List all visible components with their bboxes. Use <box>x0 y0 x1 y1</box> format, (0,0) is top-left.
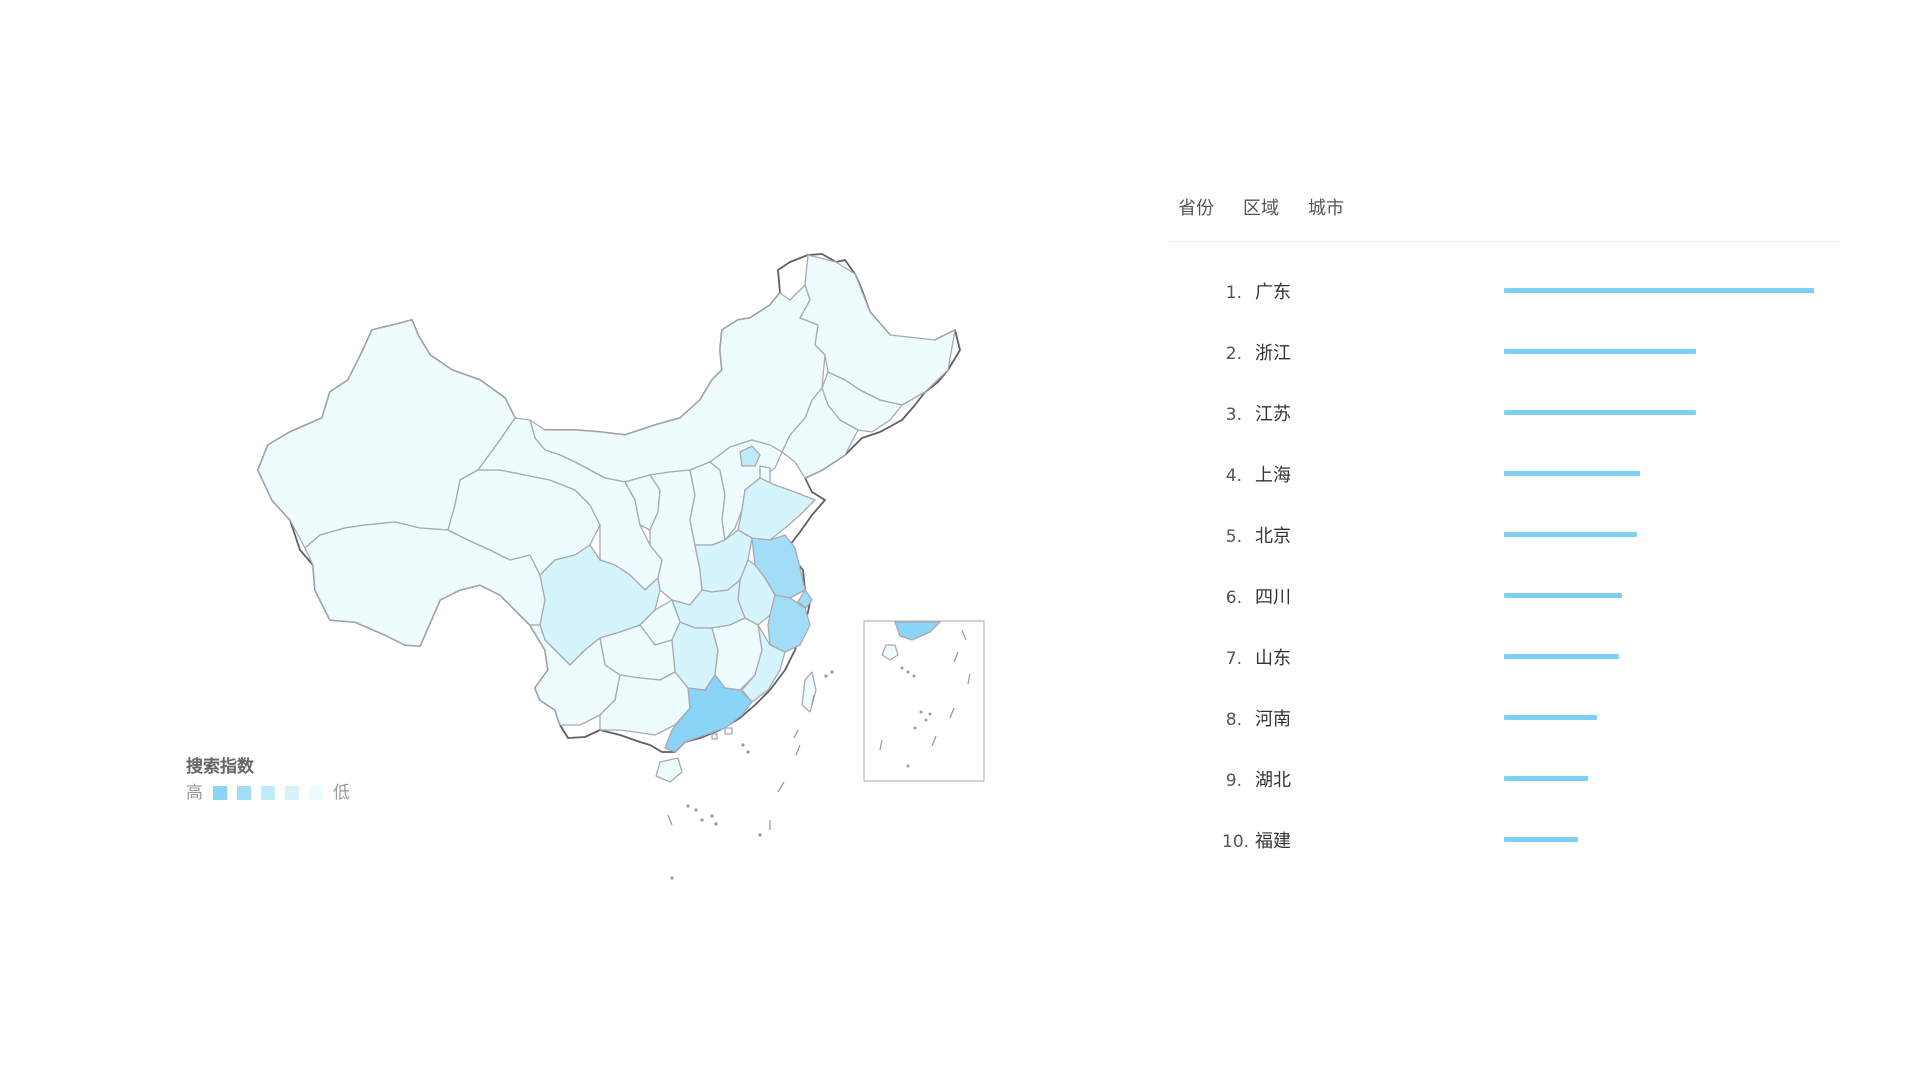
ranking-bar <box>1504 471 1641 476</box>
ranking-row: 9. 湖北 <box>1222 764 1822 825</box>
ranking-bar <box>1504 715 1597 720</box>
province-ranking-list: 1. 广东 2. 浙江 3. 江苏 4. 上海 5. 北京 6. 四川 7. 山东 8. 河南 9. 湖北 10. 福… <box>1222 276 1822 886</box>
region-xianggang[interactable] <box>724 727 733 735</box>
ranking-bar-track <box>1504 532 1814 537</box>
ranking-row: 4. 上海 <box>1222 459 1822 520</box>
region-taiwan[interactable] <box>801 671 817 713</box>
ranking-province-name: 浙江 <box>1255 343 1291 364</box>
ranking-province-name: 福建 <box>1255 831 1291 852</box>
ranking-number: 5. <box>1225 527 1242 547</box>
legend-swatch-3 <box>261 786 275 800</box>
ranking-bar <box>1504 288 1814 293</box>
legend-low-label: 低 <box>333 783 350 803</box>
south-sea-islands <box>667 670 834 880</box>
legend-title: 搜索指数 <box>186 757 254 777</box>
region-aomen[interactable] <box>711 733 718 740</box>
tab-city[interactable]: 城市 <box>1308 198 1344 219</box>
region-tabs: 省份 区域 城市 <box>1178 196 1373 222</box>
province-regions <box>257 254 956 783</box>
ranking-bar <box>1504 410 1697 415</box>
region-hainan[interactable] <box>655 757 683 783</box>
ranking-province-name: 山东 <box>1255 648 1291 669</box>
ranking-row: 2. 浙江 <box>1222 337 1822 398</box>
map-legend: 搜索指数 高 低 <box>186 756 350 804</box>
region-guangxi[interactable] <box>599 671 691 736</box>
ranking-bar <box>1504 349 1697 354</box>
tab-province[interactable]: 省份 <box>1178 198 1214 219</box>
ranking-province-name: 北京 <box>1255 526 1291 547</box>
ranking-row: 6. 四川 <box>1222 581 1822 642</box>
ranking-bar-track <box>1504 715 1814 720</box>
tab-region[interactable]: 区域 <box>1243 198 1279 219</box>
region-shanghai[interactable] <box>797 589 813 609</box>
ranking-bar-track <box>1504 288 1814 293</box>
ranking-province-name: 上海 <box>1255 465 1291 486</box>
china-province-map <box>257 253 985 880</box>
ranking-number: 10. <box>1222 832 1250 852</box>
ranking-row: 5. 北京 <box>1222 520 1822 581</box>
legend-swatch-2 <box>237 786 251 800</box>
ranking-bar-track <box>1504 776 1814 781</box>
ranking-bar-track <box>1504 471 1814 476</box>
legend-swatch-5 <box>309 786 323 800</box>
ranking-row: 10. 福建 <box>1222 825 1822 886</box>
ranking-number: 9. <box>1225 771 1242 791</box>
ranking-province-name: 江苏 <box>1255 404 1291 425</box>
ranking-province-name: 四川 <box>1255 587 1291 608</box>
ranking-number: 8. <box>1225 710 1242 730</box>
region-fujian[interactable] <box>741 624 786 703</box>
ranking-province-name: 湖北 <box>1255 770 1291 791</box>
ranking-bar <box>1504 532 1638 537</box>
ranking-row: 3. 江苏 <box>1222 398 1822 459</box>
ranking-row: 1. 广东 <box>1222 276 1822 337</box>
ranking-bar-track <box>1504 837 1814 842</box>
ranking-bar-track <box>1504 654 1814 659</box>
ranking-bar <box>1504 776 1588 781</box>
region-heilongjiang[interactable] <box>799 254 956 406</box>
ranking-row: 7. 山东 <box>1222 642 1822 703</box>
region-beijing[interactable] <box>739 445 761 467</box>
region-zhejiang[interactable] <box>767 594 811 653</box>
ranking-bar <box>1504 837 1579 842</box>
ranking-bar <box>1504 654 1619 659</box>
legend-high-label: 高 <box>186 783 203 803</box>
ranking-bar <box>1504 593 1622 598</box>
south-china-sea-inset <box>863 620 985 782</box>
legend-scale: 高 低 <box>186 782 350 804</box>
legend-swatch-1 <box>213 786 227 800</box>
ranking-bar-track <box>1504 593 1814 598</box>
ranking-bar-track <box>1504 349 1814 354</box>
ranking-number: 3. <box>1225 405 1242 425</box>
region-shandong[interactable] <box>737 477 816 541</box>
ranking-number: 1. <box>1225 283 1242 303</box>
ranking-bar-track <box>1504 410 1814 415</box>
ranking-number: 6. <box>1225 588 1242 608</box>
ranking-number: 7. <box>1225 649 1242 669</box>
region-shanxi[interactable] <box>689 461 726 546</box>
ranking-number: 4. <box>1225 466 1242 486</box>
legend-swatch-4 <box>285 786 299 800</box>
ranking-number: 2. <box>1225 344 1242 364</box>
ranking-row: 8. 河南 <box>1222 703 1822 764</box>
ranking-province-name: 河南 <box>1255 709 1291 730</box>
tabs-divider <box>1168 241 1840 242</box>
ranking-province-name: 广东 <box>1255 282 1291 303</box>
